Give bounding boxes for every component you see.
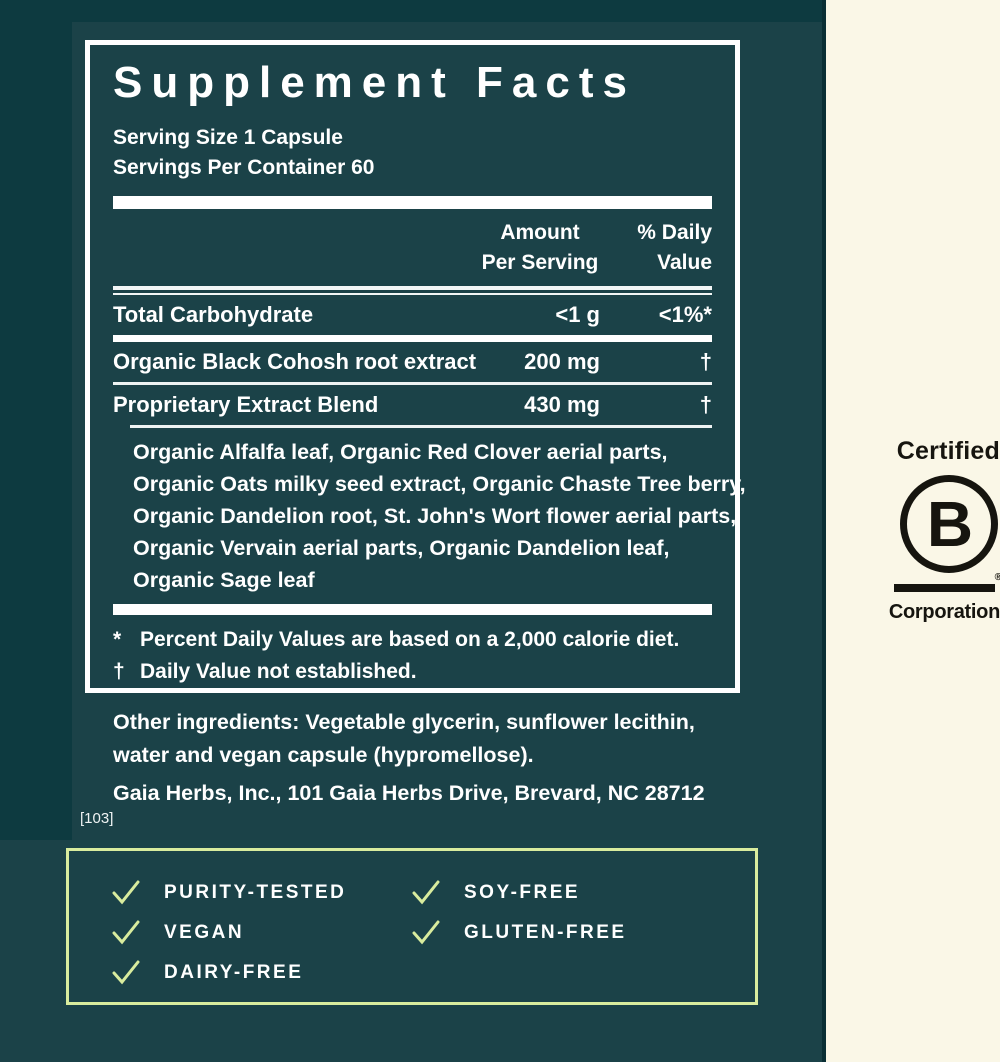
blend-line: Organic Oats milky seed extract, Organic… [133,472,746,497]
label-left-margin [0,0,72,840]
divider-medium-bar [113,335,712,343]
check-icon [112,880,140,905]
divider-thin-rule [113,382,712,386]
footnote-dv-not-established: † Daily Value not established. [113,656,712,688]
nutrient-name: Organic Black Cohosh root extract [113,349,477,375]
badge-label: PURITY-TESTED [164,882,347,903]
label-background: Supplement Facts Serving Size 1 Capsule … [0,0,822,1005]
manufacturer-address: Gaia Herbs, Inc., 101 Gaia Herbs Drive, … [113,781,705,805]
nutrient-dv: † [699,349,712,375]
nutrient-amount: 200 mg [524,349,600,375]
blend-line: Organic Alfalfa leaf, Organic Red Clover… [133,440,668,465]
other-ingredients-line: water and vegan capsule (hypromellose). [113,743,534,767]
nutrient-dv: <1%* [658,302,712,328]
badge-vegan: VEGAN [112,913,412,953]
check-icon [112,920,140,945]
nutrient-dv: † [699,392,712,418]
bcorp-circle-b-icon: B [900,475,998,573]
panel-seam [822,0,826,1062]
badge-dairy-free: DAIRY-FREE [112,953,412,993]
footnotes: * Percent Daily Values are based on a 2,… [113,615,712,688]
divider-thick-bar-bottom [113,604,712,616]
proprietary-blend-ingredients: Organic Alfalfa leaf, Organic Red Clover… [113,428,746,600]
amount-per-serving-header: Amount Per Serving [481,221,599,275]
column-headers: Amount Per Serving % Daily Value [113,218,712,278]
product-badges-box: PURITY-TESTED VEGAN DAIRY-FREE SOY-FR [66,848,758,1005]
divider-double-rule [113,286,712,296]
badge-gluten-free: GLUTEN-FREE [412,913,755,953]
badge-label: VEGAN [164,922,245,943]
supplement-facts-title: Supplement Facts [113,58,636,107]
badge-soy-free: SOY-FREE [412,873,755,913]
nutrient-amount: <1 g [555,302,600,328]
other-ingredients-block: Other ingredients: Vegetable glycerin, s… [113,706,733,810]
badge-label: SOY-FREE [464,882,581,903]
other-ingredients-line: Other ingredients: Vegetable glycerin, s… [113,710,695,734]
bcorp-certification-logo: Certified B ® Corporation [882,437,1000,624]
check-icon [412,880,440,905]
blend-line: Organic Vervain aerial parts, Organic Da… [133,536,670,561]
divider-thick-bar [113,196,712,210]
badge-column-left: PURITY-TESTED VEGAN DAIRY-FREE [112,873,412,1002]
badge-purity-tested: PURITY-TESTED [112,873,412,913]
footnote-text: Daily Value not established. [140,660,417,684]
daily-value-header: % Daily Value [637,221,712,275]
blend-line: Organic Dandelion root, St. John's Wort … [133,504,737,529]
badge-label: GLUTEN-FREE [464,922,627,943]
bcorp-b-letter: B [926,488,974,560]
bcorp-certified-text: Certified [896,437,1000,465]
lot-code: [103] [80,810,114,827]
blend-line: Organic Sage leaf [133,568,315,593]
label-top-margin [0,0,822,22]
table-row-black-cohosh: Organic Black Cohosh root extract 200 mg… [113,342,712,382]
registered-trademark-icon: ® [994,572,1000,583]
supplement-facts-panel: Supplement Facts Serving Size 1 Capsule … [85,40,746,693]
servings-per-container: Servings Per Container 60 [113,156,375,180]
footnote-text: Percent Daily Values are based on a 2,00… [140,628,680,652]
cream-side-panel: Certified B ® Corporation [826,0,1000,1062]
check-icon [112,960,140,985]
divider-thin-rule-indented [130,425,712,429]
check-icon [412,920,440,945]
badge-label: DAIRY-FREE [164,962,304,983]
badge-column-right: SOY-FREE GLUTEN-FREE [412,873,755,1002]
table-row-proprietary-blend: Proprietary Extract Blend 430 mg † [113,385,712,425]
nutrient-name: Proprietary Extract Blend [113,392,379,418]
nutrient-amount: 430 mg [524,392,600,418]
footnote-daily-values: * Percent Daily Values are based on a 2,… [113,624,712,656]
nutrient-name: Total Carbohydrate [113,302,314,328]
footnote-marker: * [113,628,122,652]
serving-size: Serving Size 1 Capsule [113,126,343,150]
table-row-carbohydrate: Total Carbohydrate <1 g <1%* [113,295,712,335]
serving-info: Serving Size 1 Capsule Servings Per Cont… [113,123,712,183]
bcorp-corporation-text: Corporation [888,601,1000,623]
bcorp-underline-bar: ® [894,572,1000,592]
footnote-marker: † [113,660,125,684]
